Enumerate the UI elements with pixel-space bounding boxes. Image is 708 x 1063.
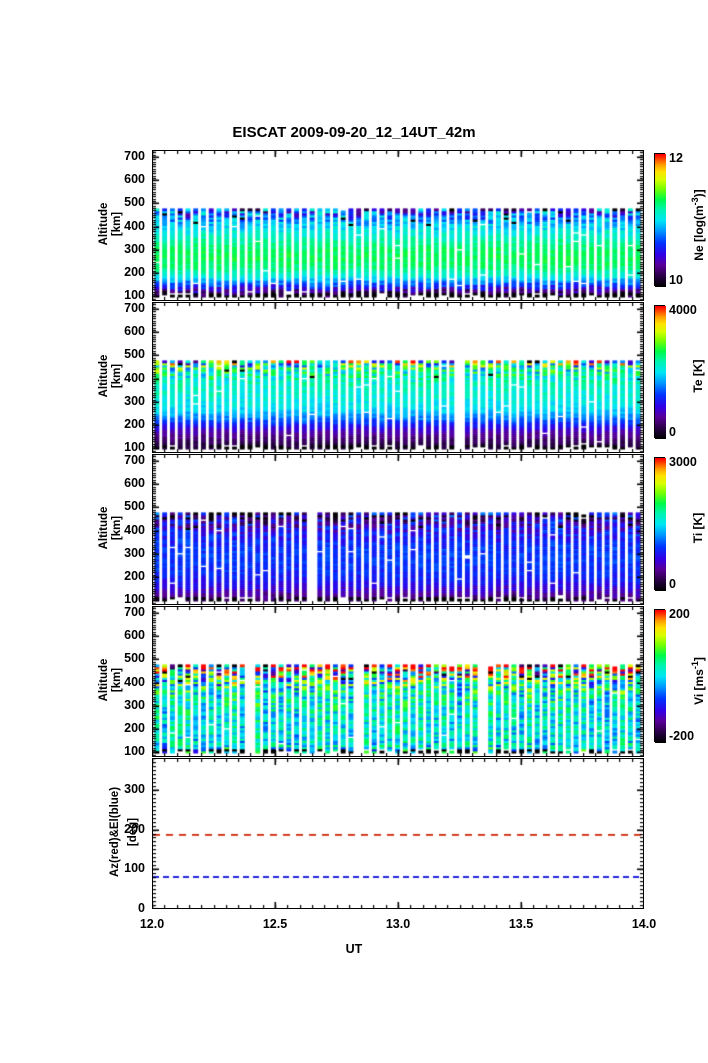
- y-tick-label: 700: [124, 148, 145, 163]
- y-axis-title-line2: [km]: [111, 363, 123, 388]
- y-axis-title-line2: [km]: [111, 211, 123, 236]
- tick-canvas: [152, 606, 644, 757]
- colorbar-gradient: [655, 458, 666, 591]
- colorbar-title-tail: ]: [692, 656, 706, 661]
- x-tick-label: 12.5: [262, 917, 288, 931]
- colorbar-gradient: [655, 154, 666, 287]
- y-tick-label: 200: [124, 569, 145, 584]
- y-tick-label: 400: [124, 522, 145, 537]
- y-tick-label: 600: [124, 324, 145, 339]
- x-axis-title: UT: [345, 942, 363, 956]
- y-tick-label: 300: [124, 393, 145, 408]
- y-axis-title-line2: [km]: [111, 667, 123, 692]
- y-tick-label: 100: [124, 288, 145, 303]
- y-tick-label: 300: [124, 241, 145, 256]
- tick-canvas: [152, 302, 644, 453]
- colorbar-ion-velocity: [654, 609, 666, 743]
- figure-title: EISCAT 2009-09-20_12_14UT_42m: [232, 124, 476, 141]
- colorbar-electron-density: [654, 153, 666, 287]
- y-axis-title-line1: Az(red)&El(blue): [109, 786, 121, 877]
- y-tick-label: 100: [124, 744, 145, 759]
- colorbar-gradient: [655, 306, 666, 439]
- y-tick-label: 400: [124, 674, 145, 689]
- colorbar-min-label: 10: [669, 273, 683, 287]
- tick-layer-ion-velocity: [152, 606, 644, 757]
- colorbar-title-ion-temperature: Ti [K]: [691, 512, 705, 543]
- colorbar-title-text: Ne [log(m: [692, 204, 706, 261]
- y-tick-label: 600: [124, 172, 145, 187]
- y-tick-label: 500: [124, 195, 145, 210]
- y-tick-label: 100: [124, 861, 145, 876]
- y-tick-label: 600: [124, 476, 145, 491]
- y-tick-label: 200: [124, 417, 145, 432]
- y-tick-label: 200: [124, 721, 145, 736]
- y-tick-label: 700: [124, 452, 145, 467]
- colorbar-min-label: -200: [669, 729, 695, 743]
- y-tick-label: 0: [138, 901, 145, 915]
- y-tick-label: 300: [124, 781, 145, 796]
- tick-canvas: [152, 454, 644, 605]
- tick-layer-electron-density: [152, 150, 644, 301]
- y-tick-label: 500: [124, 651, 145, 666]
- colorbar-title-electron-density: Ne [log(m-3)]: [690, 160, 706, 290]
- x-tick-label: 12.0: [139, 917, 165, 931]
- y-axis-title-line1: Altitude: [98, 658, 110, 701]
- x-tick-label: 13.0: [385, 917, 411, 931]
- y-tick-label: 700: [124, 300, 145, 315]
- tick-layer-ion-temperature: [152, 454, 644, 605]
- y-tick-label: 600: [124, 628, 145, 643]
- x-tick-label: 13.5: [508, 917, 534, 931]
- y-tick-label: 500: [124, 499, 145, 514]
- colorbar-max-label: 3000: [669, 455, 697, 469]
- y-tick-label: 200: [124, 265, 145, 280]
- colorbar-min-label: 0: [669, 425, 676, 439]
- tick-canvas: [152, 758, 644, 909]
- y-tick-label: 500: [124, 347, 145, 362]
- colorbar-title-exponent: -3: [690, 196, 700, 205]
- colorbar-max-label: 4000: [669, 303, 697, 317]
- colorbar-title-exponent: -1: [690, 660, 700, 669]
- colorbar-min-label: 0: [669, 577, 676, 591]
- tick-canvas: [152, 150, 644, 301]
- colorbar-ion-temperature: [654, 457, 666, 591]
- tick-layer-electron-temperature: [152, 302, 644, 453]
- x-tick-label: 14.0: [631, 917, 657, 931]
- y-tick-label: 400: [124, 218, 145, 233]
- y-tick-label: 300: [124, 545, 145, 560]
- y-tick-label: 200: [124, 821, 145, 836]
- y-axis-title-line1: Altitude: [98, 506, 110, 549]
- y-axis-title-line2: [deg]: [127, 817, 139, 846]
- y-tick-label: 300: [124, 697, 145, 712]
- y-axis-title-line2: [km]: [111, 515, 123, 540]
- y-tick-label: 100: [124, 592, 145, 607]
- colorbar-title-text: Vi [ms: [692, 668, 706, 705]
- y-tick-label: 700: [124, 604, 145, 619]
- y-tick-label: 100: [124, 440, 145, 455]
- colorbar-title-ion-velocity: Vi [ms-1]: [690, 616, 706, 746]
- colorbar-title-electron-temperature: Te [K]: [691, 358, 705, 393]
- y-tick-label: 400: [124, 370, 145, 385]
- colorbar-max-label: 200: [669, 607, 690, 621]
- y-axis-title-line1: Altitude: [98, 354, 110, 397]
- colorbar-max-label: 12: [669, 151, 683, 165]
- colorbar-electron-temperature: [654, 305, 666, 439]
- colorbar-title-tail: )]: [692, 188, 706, 197]
- y-axis-title-line1: Altitude: [98, 202, 110, 245]
- tick-layer-pointing-direction: [152, 758, 644, 909]
- colorbar-gradient: [655, 610, 666, 743]
